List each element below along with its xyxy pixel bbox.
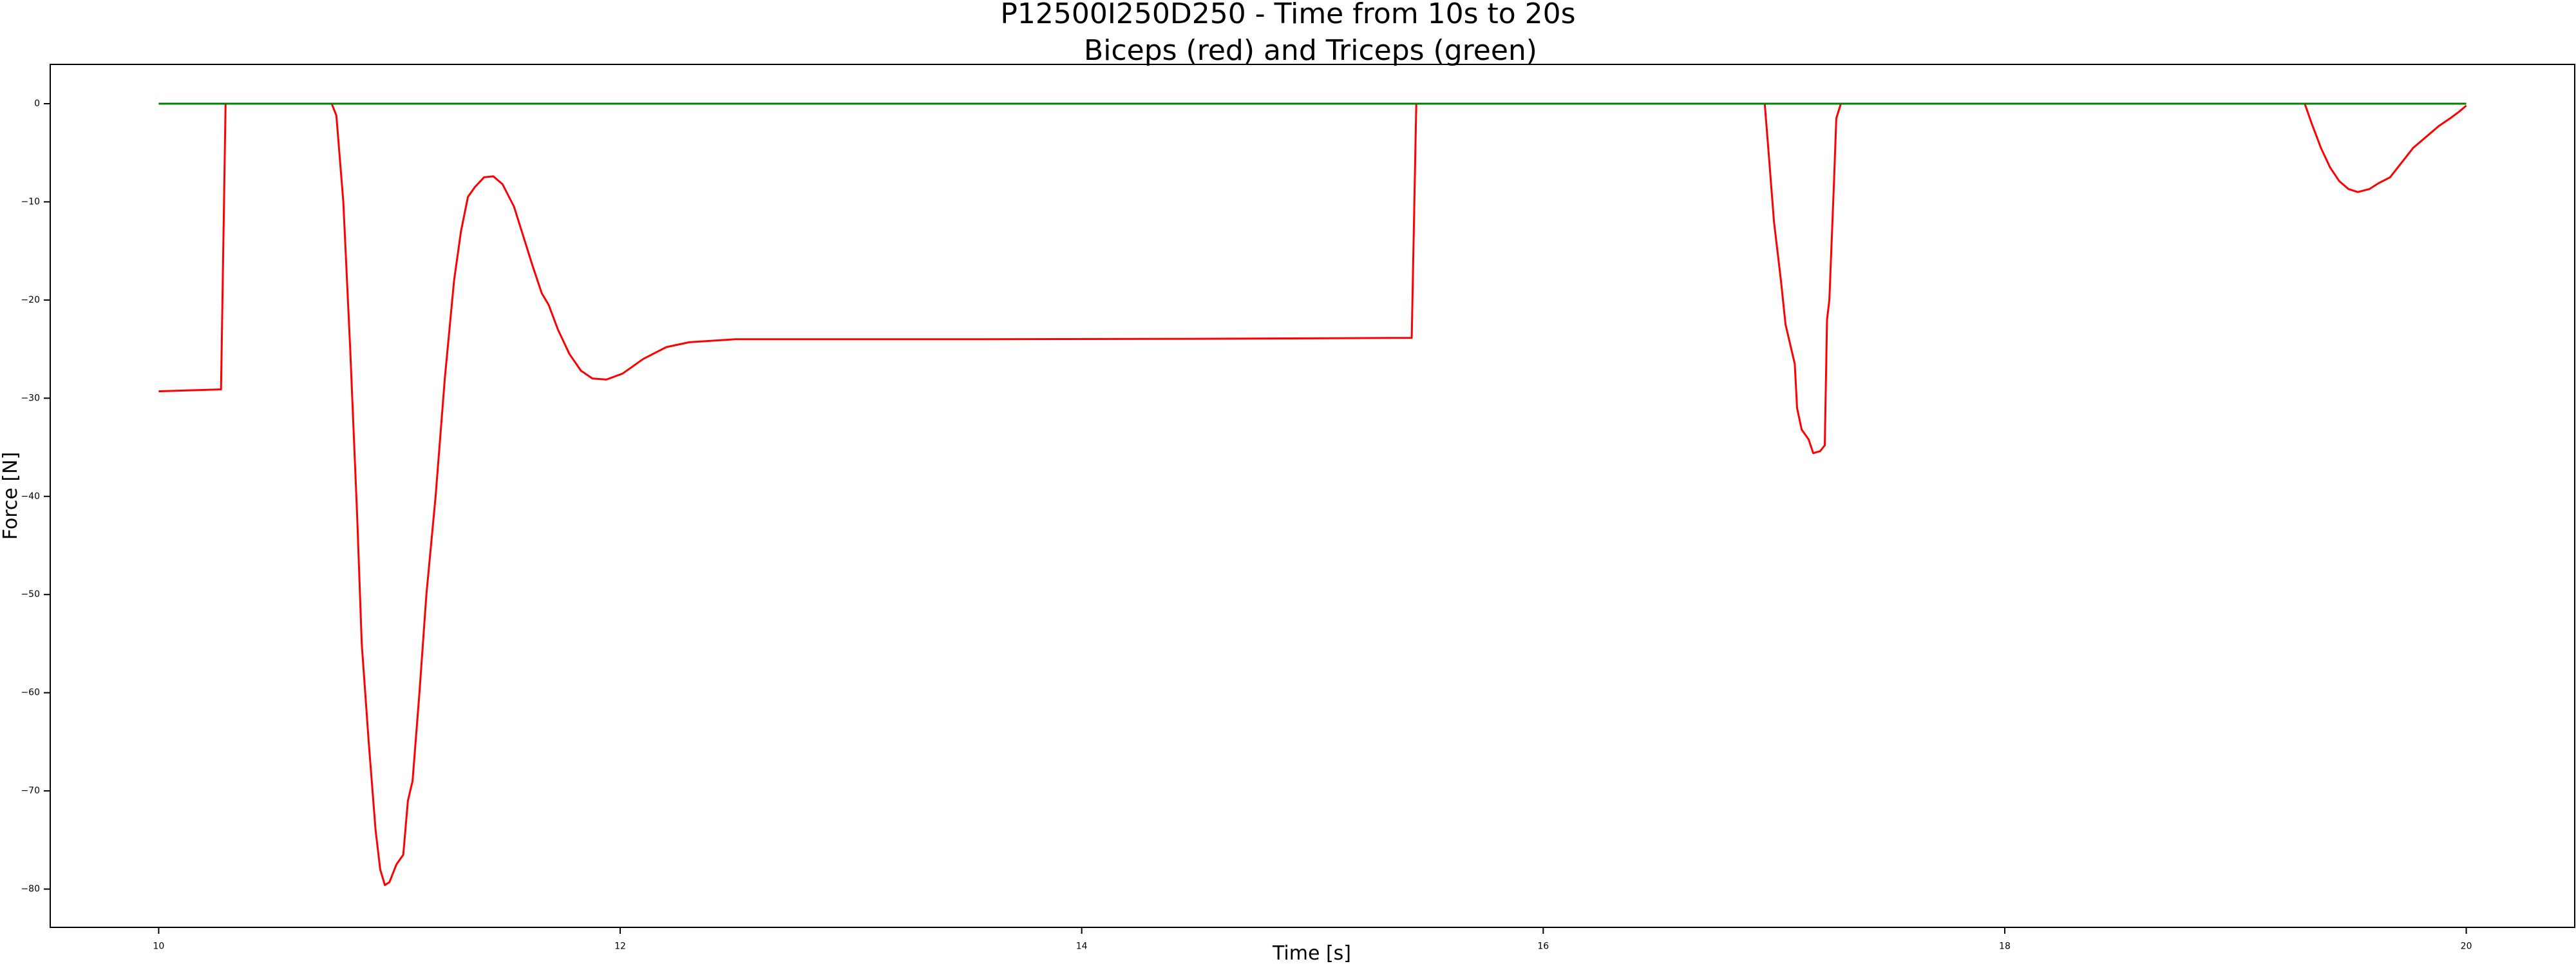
x-tick-label: 14 xyxy=(1076,942,1088,952)
x-tick-label: 12 xyxy=(614,942,626,952)
y-tick-label: −20 xyxy=(21,295,40,305)
y-axis-label: Force [N] xyxy=(0,452,22,540)
y-tick-label: −30 xyxy=(21,393,40,403)
x-tick-label: 20 xyxy=(2461,942,2472,952)
x-tick-label: 18 xyxy=(1999,942,2011,952)
y-tick-label: −80 xyxy=(21,884,40,895)
x-tick-label: 16 xyxy=(1537,942,1549,952)
series-line-0 xyxy=(158,102,2467,886)
y-tick-label: −60 xyxy=(21,688,40,698)
y-tick-label: −40 xyxy=(21,491,40,502)
x-axis: 10 12 14 16 18 20 xyxy=(153,927,2472,952)
y-tick-label: −10 xyxy=(21,196,40,207)
y-tick-label: 0 xyxy=(34,99,40,109)
x-axis-label: Time [s] xyxy=(1272,942,1351,965)
chart-title-line-1: P12500I250D250 - Time from 10s to 20s xyxy=(1000,0,1575,30)
x-tick-label: 10 xyxy=(153,942,164,952)
y-tick-label: −70 xyxy=(21,786,40,796)
chart-title-line-2: Biceps (red) and Triceps (green) xyxy=(1084,34,1537,67)
y-tick-label: −50 xyxy=(21,589,40,600)
y-axis: 0 −10 −20 −30 −40 −50 −60 −70 −80 xyxy=(21,99,50,895)
